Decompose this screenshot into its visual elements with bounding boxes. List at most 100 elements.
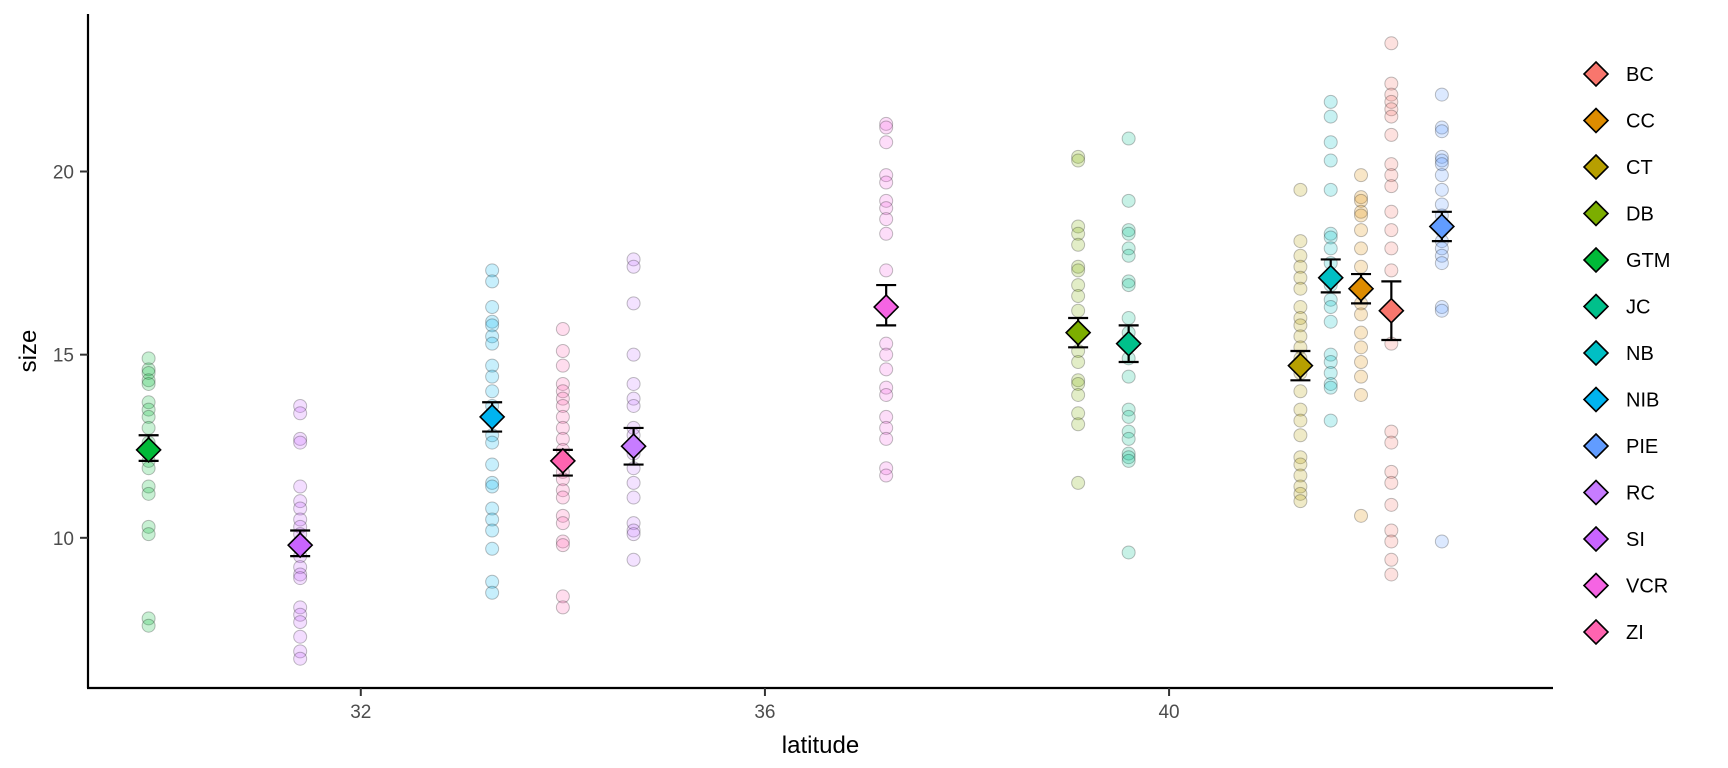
point-rc [626, 527, 641, 542]
mean-marker-nib [479, 403, 506, 431]
point-nib [485, 501, 500, 516]
point-ct [1293, 270, 1308, 285]
point-ct [1293, 428, 1308, 443]
point-rc [626, 552, 641, 567]
point-zi [555, 516, 570, 531]
point-zi [555, 508, 570, 523]
point-nb [1323, 109, 1338, 124]
point-bc [1384, 36, 1399, 51]
point-ct [1293, 259, 1308, 274]
point-bc [1384, 157, 1399, 172]
point-gtm [141, 611, 156, 626]
point-jc [1121, 402, 1136, 417]
point-db [1071, 303, 1086, 318]
point-pie [1434, 182, 1449, 197]
point-gtm [141, 362, 156, 377]
y-tick-label: 15 [53, 346, 74, 367]
point-nib [485, 512, 500, 527]
mean-marker-vcr [873, 293, 900, 321]
point-gtm [141, 618, 156, 633]
point-si [293, 435, 308, 450]
point-zi [555, 409, 570, 424]
legend-label: VCR [1626, 576, 1668, 598]
point-vcr [879, 362, 894, 377]
y-tick-label: 20 [53, 163, 74, 184]
point-cc [1354, 369, 1369, 384]
point-nib [485, 300, 500, 315]
point-gtm [141, 486, 156, 501]
point-zi [555, 483, 570, 498]
point-bc [1384, 435, 1399, 450]
legend-item-vcr: VCR [1582, 572, 1668, 599]
point-vcr [879, 168, 894, 183]
point-nib [485, 479, 500, 494]
point-pie [1434, 87, 1449, 102]
point-zi [555, 344, 570, 358]
point-zi [555, 490, 570, 505]
point-pie [1434, 300, 1449, 315]
point-ct [1293, 248, 1308, 263]
point-pie [1434, 256, 1449, 271]
legend-label: NIB [1626, 390, 1659, 412]
point-ct [1293, 402, 1308, 417]
mean-marker-rc [620, 433, 647, 460]
point-gtm [141, 479, 156, 494]
point-si [293, 567, 308, 582]
point-rc [626, 516, 641, 531]
point-bc [1384, 424, 1399, 439]
point-jc [1121, 131, 1136, 146]
axes-layer: 32 36 40 10 15 20 latitude size [15, 14, 1553, 759]
point-jc [1121, 241, 1136, 256]
legend-label: CT [1626, 157, 1653, 179]
point-vcr [879, 193, 894, 208]
point-db [1071, 289, 1086, 304]
point-zi [555, 358, 570, 373]
point-jc [1121, 274, 1136, 289]
point-ct [1293, 329, 1308, 344]
point-jc [1121, 409, 1136, 424]
legend-key-diamond [1582, 432, 1610, 460]
point-pie [1434, 248, 1449, 263]
point-si [293, 651, 308, 666]
point-nib [485, 263, 500, 278]
point-jc [1121, 226, 1136, 241]
point-pie [1434, 534, 1449, 549]
point-db [1071, 417, 1086, 432]
legend-key-diamond [1582, 293, 1610, 320]
point-jc [1121, 453, 1136, 468]
point-nb [1323, 314, 1338, 329]
point-jc [1121, 223, 1136, 238]
point-cc [1354, 307, 1369, 322]
point-bc [1384, 567, 1399, 582]
point-cc [1354, 340, 1369, 355]
point-pie [1434, 303, 1449, 318]
legend-key-diamond [1582, 618, 1610, 646]
point-ct [1293, 486, 1308, 501]
point-jc [1121, 446, 1136, 461]
legend-item-nib: NIB [1582, 386, 1659, 413]
point-nb [1323, 380, 1338, 395]
point-nib [485, 457, 500, 472]
point-rc [626, 391, 641, 406]
point-jc [1121, 431, 1136, 446]
point-nb [1323, 354, 1338, 369]
legend-key-diamond [1582, 339, 1610, 367]
point-ct [1293, 413, 1308, 428]
point-nb [1323, 153, 1338, 168]
point-db [1071, 354, 1086, 369]
x-axis-title: latitude [782, 732, 859, 759]
point-cc [1354, 259, 1369, 274]
point-vcr [879, 409, 894, 424]
point-rc [626, 490, 641, 505]
point-db [1071, 278, 1086, 293]
point-vcr [879, 380, 894, 395]
point-gtm [141, 402, 156, 417]
point-nb [1323, 94, 1338, 109]
point-ct [1293, 182, 1308, 197]
point-nb [1323, 135, 1338, 150]
point-si [293, 398, 308, 413]
point-gtm [141, 365, 156, 380]
point-ct [1293, 318, 1308, 333]
point-cc [1354, 208, 1369, 223]
point-ct [1293, 311, 1308, 326]
